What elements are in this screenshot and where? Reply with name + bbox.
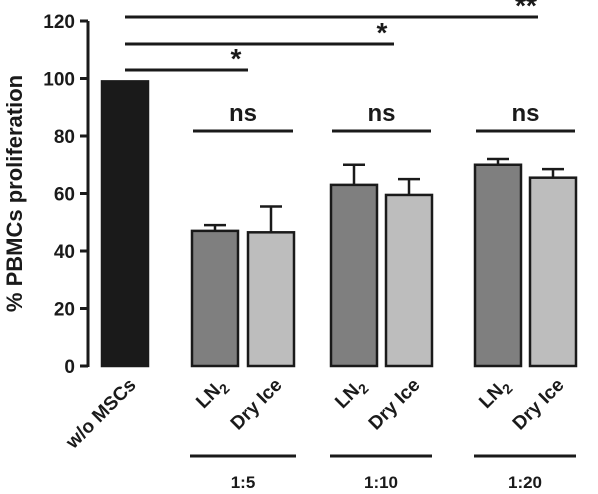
ns-label: ns xyxy=(229,100,257,127)
y-tick-label: 80 xyxy=(54,127,75,148)
y-tick-label: 40 xyxy=(54,242,75,263)
category-label: Dry Ice xyxy=(365,375,425,435)
category-label: Dry Ice xyxy=(227,375,287,435)
category-label: LN2 xyxy=(475,375,516,416)
comparison-stars: ** xyxy=(515,0,537,21)
bar xyxy=(473,163,523,368)
group-label: 1:5 xyxy=(231,473,256,492)
y-tick-label: 60 xyxy=(54,185,75,206)
significance-annotations: ns ns ns**** xyxy=(125,0,575,133)
bar xyxy=(246,231,296,368)
ns-label: ns xyxy=(511,100,539,127)
bar xyxy=(329,183,379,368)
bar xyxy=(384,193,434,368)
group-label: 1:10 xyxy=(364,473,398,492)
bar xyxy=(528,176,578,368)
y-tick-label: 0 xyxy=(64,357,75,378)
category-label: LN2 xyxy=(331,375,372,416)
y-tick-label: 120 xyxy=(43,12,75,33)
y-tick-label: 20 xyxy=(54,300,75,321)
ns-label: ns xyxy=(367,100,395,127)
bars xyxy=(100,80,578,368)
category-label: Dry Ice xyxy=(509,375,569,435)
bar xyxy=(100,80,150,368)
comparison-stars: * xyxy=(377,17,388,48)
bar xyxy=(190,229,240,368)
category-label: w/o MSCs xyxy=(62,375,141,454)
y-tick-label: 100 xyxy=(43,70,75,91)
y-axis-label: % PBMCs proliferation xyxy=(2,75,27,312)
comparison-stars: * xyxy=(231,43,242,74)
group-label: 1:20 xyxy=(508,473,542,492)
category-label: LN2 xyxy=(192,375,233,416)
axes: 0 20 40 60 80 100 120 % PBMCs proliferation xyxy=(2,12,90,378)
